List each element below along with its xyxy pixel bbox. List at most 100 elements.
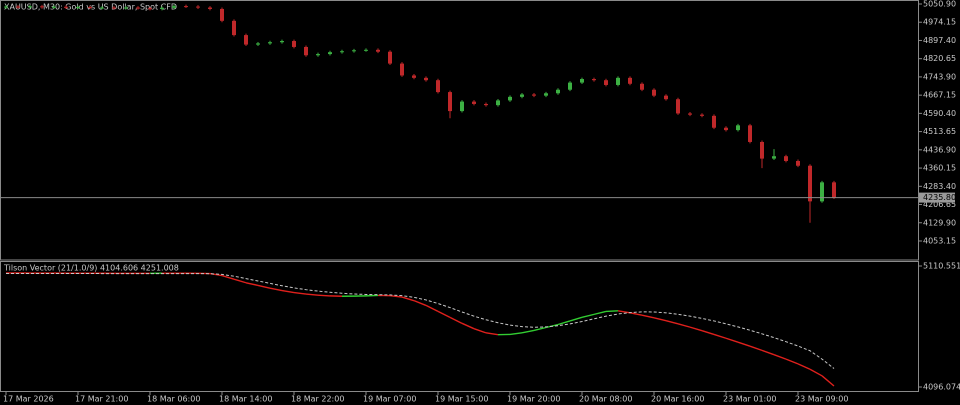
indicator-line-segment (485, 332, 499, 336)
candle-body (364, 49, 368, 51)
candle-body (28, 6, 32, 8)
candle-body (712, 115, 716, 128)
chart-title: XAUUSD, M30: Gold vs US Dollar, Spot CFD (4, 3, 177, 12)
candle-body (172, 6, 176, 8)
indicator-line-segment (737, 341, 751, 347)
indicator-line-segment (401, 296, 415, 302)
candle-body (796, 160, 800, 166)
indicator-line-segment (257, 284, 271, 289)
x-tick-label: 18 Mar 14:00 (219, 395, 272, 404)
indicator-line-segment (581, 313, 595, 319)
indicator-line-segment (461, 322, 475, 330)
indicator-line-segment (449, 316, 463, 324)
candle-body (88, 7, 92, 9)
y-tick-label: 4283.40 (923, 182, 956, 191)
candle-body (400, 63, 404, 76)
candle-body (148, 8, 152, 10)
y-tick-label: 4667.15 (923, 91, 956, 100)
indicator-line-segment (677, 323, 691, 328)
indicator-line-segment (617, 310, 631, 314)
candle-body (520, 94, 524, 97)
candle-body (412, 75, 416, 78)
indicator-line-segment (533, 326, 547, 332)
indicator-line-segment (653, 317, 667, 322)
y-tick-label: 5050.90 (923, 0, 956, 8)
candle-body (592, 79, 596, 81)
candle-body (328, 52, 332, 55)
indicator-line-segment (773, 354, 787, 360)
y-tick-label: 4897.40 (923, 36, 956, 45)
candle-body (268, 42, 272, 44)
y-tick-label: 4129.90 (923, 218, 956, 227)
candle-body (760, 141, 764, 159)
candle-body (724, 127, 728, 131)
candle-body (76, 7, 80, 9)
y-tick-label: 4743.90 (923, 72, 956, 81)
y-tick-label: 4053.15 (923, 236, 956, 245)
indicator-line-segment (641, 314, 655, 319)
candle-body (4, 6, 8, 8)
indicator-line-segment (245, 282, 259, 287)
candle-body (292, 41, 296, 47)
candle-body (688, 113, 692, 115)
indicator-title: Tilson Vector (21/1.0/9) 4104.606 4251.0… (3, 264, 179, 273)
candle-body (580, 79, 584, 83)
candle-body (628, 77, 632, 84)
candle-body (736, 125, 740, 131)
candle-body (508, 96, 512, 101)
x-tick-label: 19 Mar 07:00 (363, 395, 416, 404)
candle-body (604, 80, 608, 85)
candle-body (184, 6, 188, 8)
indicator-line-segment (569, 316, 583, 322)
indicator-line-segment (521, 329, 535, 334)
candle-body (124, 7, 128, 9)
indicator-line-segment (281, 289, 295, 294)
y-tick-label: 4436.90 (923, 145, 956, 154)
y-tick-label: 4590.40 (923, 109, 956, 118)
candle-body (424, 77, 428, 81)
candle-body (784, 156, 788, 161)
indicator-line-segment (701, 330, 715, 336)
candle-body (664, 95, 668, 100)
candle-body (208, 7, 212, 9)
indicator-pane-frame (0, 261, 919, 392)
indicator-line-segment (425, 304, 439, 313)
current-price-label: 4235.80 (923, 193, 956, 202)
candle-body (40, 6, 44, 8)
candle-body (388, 51, 392, 64)
candle-body (220, 8, 224, 21)
candle-body (700, 114, 704, 116)
indicator-line-segment (221, 274, 235, 280)
candle-body (64, 6, 68, 8)
indicator-line-segment (725, 337, 739, 343)
indicator-line-segment (797, 363, 811, 370)
candle-body (112, 7, 116, 9)
candle-body (772, 156, 776, 159)
y-tick-label: 4096.074 (923, 383, 960, 392)
candle-body (352, 50, 356, 52)
indicator-line-segment (233, 278, 247, 284)
indicator-line-segment (689, 326, 703, 332)
indicator-line-segment (593, 310, 607, 316)
candle-body (196, 6, 200, 8)
indicator-line-segment (821, 375, 835, 387)
candle-body (100, 7, 104, 9)
x-tick-label: 17 Mar 21:00 (75, 395, 128, 404)
candle-body (544, 93, 548, 96)
y-tick-label: 4820.65 (923, 54, 956, 63)
candle-body (160, 7, 164, 9)
x-tick-label: 18 Mar 06:00 (147, 395, 200, 404)
candle-body (280, 41, 284, 43)
indicator-line-segment (761, 349, 775, 356)
candle-body (616, 77, 620, 85)
x-tick-label: 20 Mar 16:00 (651, 395, 704, 404)
indicator-line-segment (317, 294, 331, 297)
indicator-line-segment (413, 300, 427, 307)
candle-body (496, 100, 500, 106)
candle-body (304, 46, 308, 56)
indicator-line-segment (437, 310, 451, 318)
indicator-line-segment (557, 320, 571, 326)
indicator-line-segment (605, 310, 619, 313)
y-tick-label: 4513.65 (923, 127, 956, 136)
